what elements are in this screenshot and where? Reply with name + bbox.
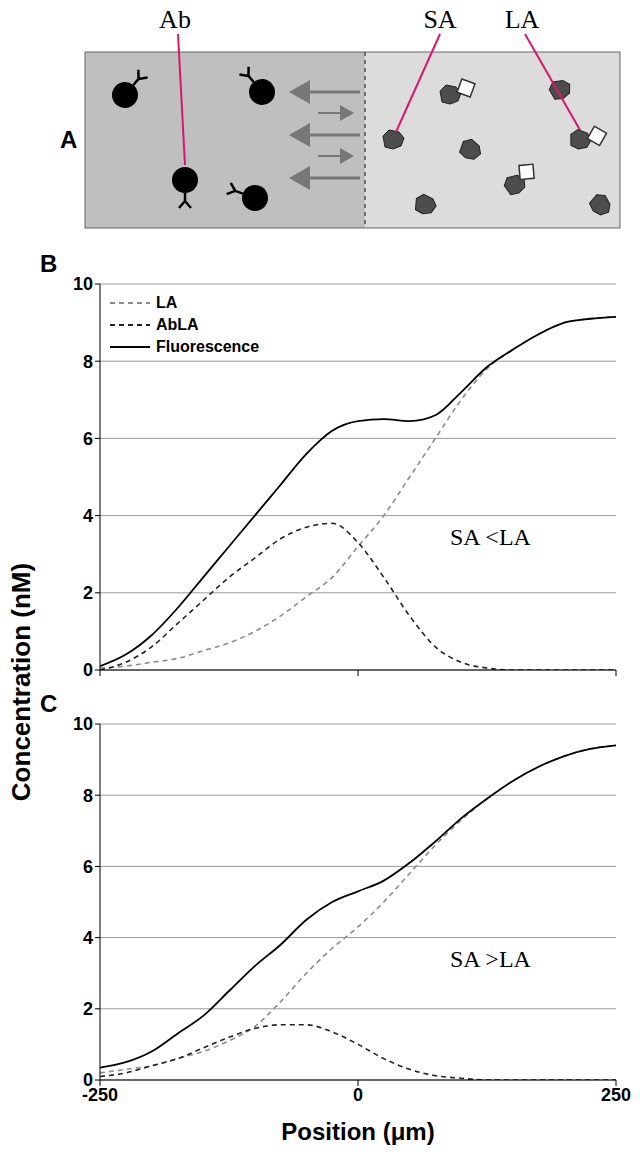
- svg-text:A: A: [60, 126, 77, 153]
- html-text:Fluorescence: Fluorescence: [156, 338, 260, 355]
- svg-text:8: 8: [83, 352, 93, 372]
- html-text:C: C: [40, 690, 58, 717]
- svg-text:2: 2: [83, 999, 93, 1019]
- svg-text:8: 8: [83, 786, 93, 806]
- svg-text:4: 4: [83, 506, 93, 526]
- svg-text:6: 6: [83, 429, 93, 449]
- svg-text:10: 10: [73, 274, 93, 294]
- svg-text:0: 0: [353, 1085, 363, 1105]
- svg-text:SA: SA: [423, 5, 456, 34]
- svg-text:250: 250: [601, 1085, 631, 1105]
- svg-text:Ab: Ab: [159, 5, 191, 34]
- svg-text:4: 4: [83, 928, 93, 948]
- svg-text:0: 0: [83, 1070, 93, 1090]
- svg-text:6: 6: [83, 857, 93, 877]
- html-text:AbLA: AbLA: [156, 316, 199, 333]
- html-text:LA: LA: [156, 294, 178, 311]
- html-text:SA <LA: SA <LA: [450, 524, 531, 551]
- svg-text:0: 0: [83, 660, 93, 680]
- html-text:Position (μm): Position (μm): [281, 1118, 435, 1145]
- html-text:B: B: [40, 250, 58, 277]
- svg-text:-250: -250: [82, 1084, 118, 1105]
- svg-text:10: 10: [73, 714, 93, 734]
- svg-text:LA: LA: [505, 5, 540, 34]
- svg-text:2: 2: [83, 583, 93, 603]
- svg-text:Concentration (nM): Concentration (nM): [6, 563, 36, 801]
- html-text:SA >LA: SA >LA: [450, 945, 531, 972]
